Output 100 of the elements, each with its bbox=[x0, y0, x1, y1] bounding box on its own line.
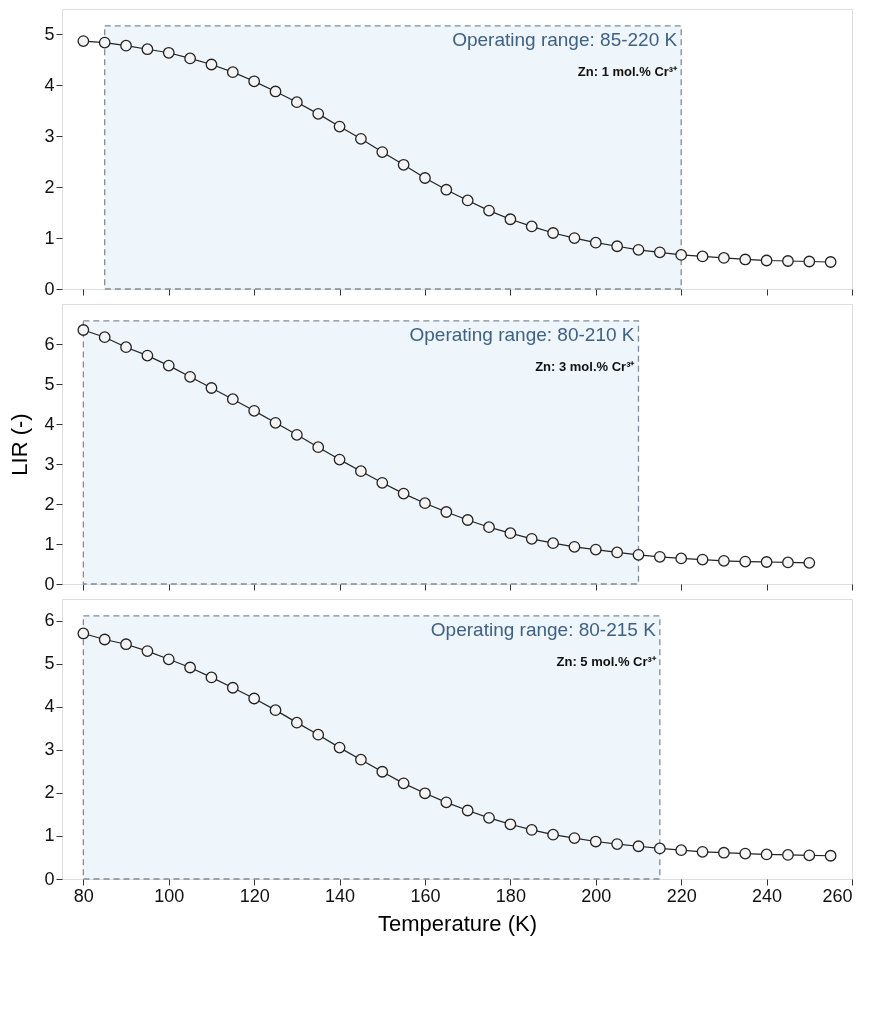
point bbox=[525, 220, 538, 233]
annotation: Operating range: 85-220 K bbox=[452, 28, 678, 50]
point bbox=[355, 753, 367, 766]
y-tick-label: 0 bbox=[44, 868, 55, 889]
y-tick-label: 4 bbox=[44, 696, 55, 717]
point bbox=[290, 428, 303, 441]
point bbox=[419, 787, 431, 800]
point bbox=[205, 671, 218, 684]
y-axis-title: LIR (-) bbox=[7, 413, 33, 476]
point bbox=[376, 476, 389, 489]
point bbox=[269, 85, 282, 98]
y-tick-label: 1 bbox=[44, 533, 55, 554]
point bbox=[547, 537, 559, 550]
point bbox=[440, 506, 453, 518]
point bbox=[205, 382, 218, 394]
point bbox=[248, 75, 261, 88]
point bbox=[782, 556, 794, 569]
point bbox=[461, 804, 474, 817]
point bbox=[696, 250, 709, 263]
x-tick-label: 160 bbox=[410, 885, 441, 906]
point bbox=[782, 255, 794, 267]
point bbox=[525, 824, 538, 836]
x-tick-label: 200 bbox=[581, 885, 612, 906]
y-tick-label: 2 bbox=[44, 493, 55, 514]
annotation: Zn: 5 mol.% Cr³⁺ bbox=[556, 653, 657, 669]
point bbox=[248, 692, 261, 705]
point bbox=[461, 194, 474, 207]
point bbox=[77, 324, 90, 336]
point bbox=[504, 213, 517, 226]
x-tick-label: 180 bbox=[495, 885, 526, 906]
point bbox=[718, 252, 730, 264]
point bbox=[355, 465, 367, 478]
point bbox=[483, 204, 495, 217]
point bbox=[547, 828, 559, 841]
point bbox=[333, 741, 346, 754]
point bbox=[312, 441, 325, 454]
point bbox=[226, 66, 239, 79]
x-tick-label: 120 bbox=[239, 885, 270, 906]
x-tick-label: 80 bbox=[73, 885, 94, 906]
point bbox=[184, 52, 196, 65]
point bbox=[397, 777, 410, 790]
point bbox=[568, 232, 581, 244]
y-tick-label: 6 bbox=[44, 333, 55, 354]
point bbox=[803, 255, 816, 268]
point bbox=[611, 838, 624, 850]
point bbox=[483, 521, 495, 534]
point bbox=[440, 796, 453, 809]
point bbox=[141, 43, 154, 56]
point bbox=[120, 39, 132, 52]
point bbox=[696, 845, 709, 858]
point bbox=[269, 416, 282, 429]
point bbox=[547, 227, 559, 239]
x-tick-label: 100 bbox=[154, 885, 185, 906]
x-tick-label: 240 bbox=[752, 885, 783, 906]
point bbox=[184, 661, 196, 674]
point bbox=[419, 497, 431, 510]
point bbox=[589, 835, 602, 848]
point bbox=[589, 543, 602, 556]
point bbox=[77, 627, 90, 640]
point bbox=[675, 844, 688, 857]
point bbox=[718, 846, 730, 859]
point bbox=[803, 849, 816, 862]
y-tick-label: 1 bbox=[44, 227, 55, 248]
point bbox=[504, 527, 517, 540]
point bbox=[589, 236, 602, 249]
point bbox=[162, 359, 175, 372]
x-tick-label: 260 bbox=[822, 885, 853, 906]
point bbox=[760, 556, 773, 568]
point bbox=[162, 46, 175, 59]
point bbox=[483, 811, 495, 824]
y-tick-label: 4 bbox=[44, 413, 55, 434]
point bbox=[333, 120, 346, 133]
point bbox=[653, 246, 666, 259]
point bbox=[696, 553, 709, 566]
point bbox=[675, 249, 688, 261]
y-tick-label: 3 bbox=[44, 739, 55, 760]
point bbox=[568, 540, 581, 553]
x-tick-label: 140 bbox=[325, 885, 356, 906]
y-tick-label: 4 bbox=[44, 74, 55, 95]
point bbox=[141, 349, 154, 362]
point bbox=[333, 453, 346, 466]
y-tick-label: 2 bbox=[44, 176, 55, 197]
point bbox=[312, 107, 325, 120]
point bbox=[739, 555, 752, 568]
point bbox=[290, 96, 303, 109]
y-tick-label: 6 bbox=[44, 610, 55, 631]
y-tick-label: 5 bbox=[44, 23, 55, 44]
point bbox=[739, 847, 752, 860]
point bbox=[653, 550, 666, 563]
point bbox=[98, 331, 111, 344]
point bbox=[397, 487, 410, 500]
point bbox=[739, 253, 752, 266]
y-tick-label: 2 bbox=[44, 782, 55, 803]
point bbox=[653, 842, 666, 855]
y-tick-label: 0 bbox=[44, 573, 55, 594]
point bbox=[226, 681, 239, 694]
point bbox=[290, 716, 303, 729]
annotation: Zn: 3 mol.% Cr³⁺ bbox=[535, 358, 636, 374]
point bbox=[248, 404, 261, 417]
annotation: Operating range: 80-215 K bbox=[430, 618, 657, 640]
